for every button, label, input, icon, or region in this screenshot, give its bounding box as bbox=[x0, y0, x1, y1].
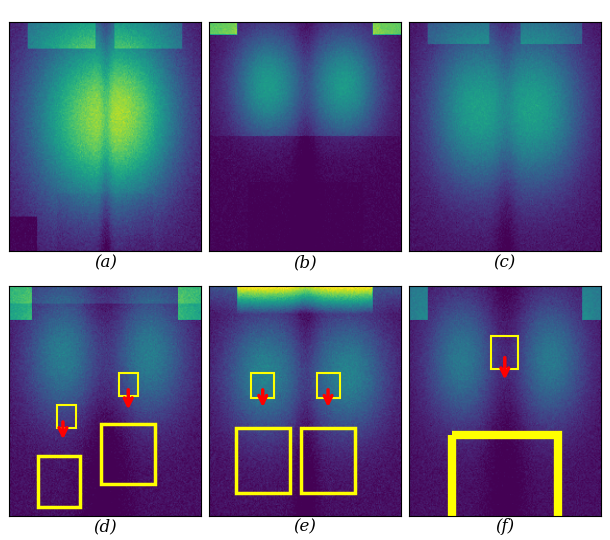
Bar bbox=[251, 373, 274, 399]
Bar bbox=[38, 456, 81, 507]
Bar bbox=[101, 424, 155, 483]
X-axis label: (d): (d) bbox=[93, 518, 117, 536]
Bar bbox=[119, 373, 138, 396]
X-axis label: (f): (f) bbox=[495, 518, 514, 536]
X-axis label: (a): (a) bbox=[94, 254, 117, 271]
Bar bbox=[301, 428, 355, 492]
Bar bbox=[317, 373, 340, 399]
X-axis label: (e): (e) bbox=[293, 518, 317, 536]
X-axis label: (c): (c) bbox=[493, 254, 516, 271]
X-axis label: (b): (b) bbox=[293, 254, 317, 271]
Bar bbox=[57, 406, 76, 428]
Bar bbox=[236, 428, 290, 492]
Bar bbox=[491, 336, 518, 369]
Bar bbox=[452, 435, 558, 540]
